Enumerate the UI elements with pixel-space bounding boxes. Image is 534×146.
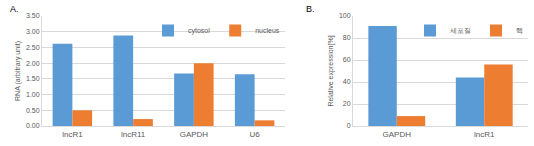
svg-text:80: 80 bbox=[343, 34, 351, 41]
svg-text:0.00: 0.00 bbox=[26, 122, 40, 129]
svg-text:1.00: 1.00 bbox=[26, 91, 40, 98]
svg-text:lncR11: lncR11 bbox=[121, 130, 146, 139]
svg-text:cytosol: cytosol bbox=[188, 27, 210, 35]
svg-text:nucleus: nucleus bbox=[255, 27, 280, 34]
svg-text:Relative expression[%]: Relative expression[%] bbox=[327, 35, 335, 106]
svg-text:0: 0 bbox=[347, 122, 351, 129]
svg-text:RNA (arbitrary unit): RNA (arbitrary unit) bbox=[14, 41, 22, 101]
svg-text:0.50: 0.50 bbox=[26, 107, 40, 114]
svg-text:100: 100 bbox=[339, 12, 351, 19]
svg-text:lncR1: lncR1 bbox=[474, 130, 495, 139]
svg-text:3.50: 3.50 bbox=[26, 12, 40, 19]
svg-text:3.00: 3.00 bbox=[26, 28, 40, 35]
svg-text:핵: 핵 bbox=[516, 27, 523, 35]
svg-text:A.: A. bbox=[10, 4, 19, 14]
svg-text:세포질: 세포질 bbox=[450, 27, 471, 34]
svg-text:40: 40 bbox=[343, 78, 351, 85]
svg-text:U6: U6 bbox=[250, 130, 261, 139]
svg-text:2.50: 2.50 bbox=[26, 44, 40, 51]
svg-text:GAPDH: GAPDH bbox=[383, 130, 412, 139]
svg-text:2.00: 2.00 bbox=[26, 60, 40, 67]
svg-text:1.50: 1.50 bbox=[26, 75, 40, 82]
svg-text:GAPDH: GAPDH bbox=[180, 130, 209, 139]
svg-text:lncR1: lncR1 bbox=[62, 130, 83, 139]
svg-text:20: 20 bbox=[343, 100, 351, 107]
svg-text:60: 60 bbox=[343, 56, 351, 63]
svg-text:B.: B. bbox=[306, 4, 315, 14]
